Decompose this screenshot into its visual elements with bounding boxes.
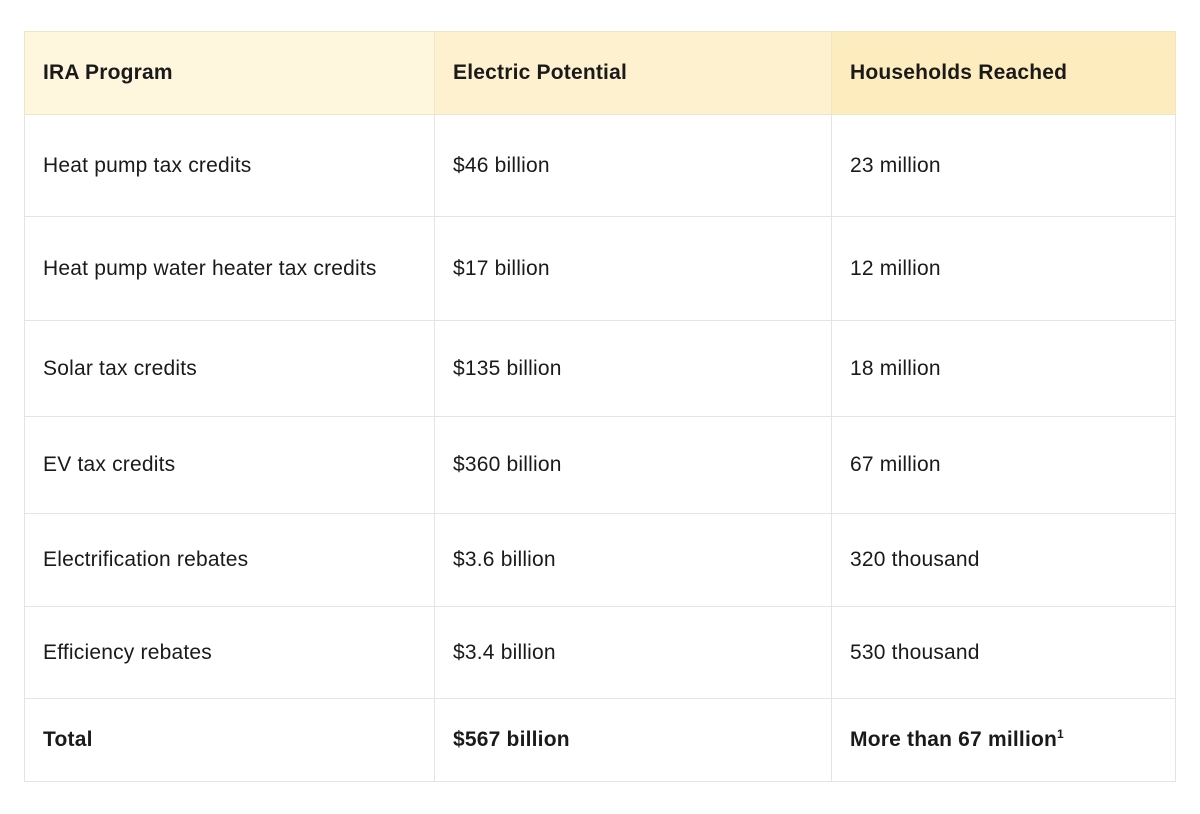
cell-electric-potential: $3.6 billion: [434, 513, 832, 607]
table-row: Electrification rebates $3.6 billion 320…: [24, 513, 1176, 607]
total-electric-potential: $567 billion: [434, 698, 832, 782]
cell-electric-potential: $360 billion: [434, 416, 832, 514]
table-row: Solar tax credits $135 billion 18 millio…: [24, 320, 1176, 417]
table-row: EV tax credits $360 billion 67 million: [24, 416, 1176, 514]
total-label: Total: [24, 698, 435, 782]
header-electric-potential: Electric Potential: [434, 31, 832, 115]
cell-program: Efficiency rebates: [24, 606, 435, 699]
cell-electric-potential: $46 billion: [434, 114, 832, 217]
cell-program: Solar tax credits: [24, 320, 435, 417]
ira-program-table-container: IRA Program Electric Potential Household…: [24, 31, 1176, 782]
header-ira-program: IRA Program: [24, 31, 435, 115]
table-header-row: IRA Program Electric Potential Household…: [24, 31, 1176, 115]
cell-electric-potential: $135 billion: [434, 320, 832, 417]
cell-households-reached: 12 million: [831, 216, 1176, 321]
cell-program: Heat pump water heater tax credits: [24, 216, 435, 321]
cell-households-reached: 18 million: [831, 320, 1176, 417]
cell-electric-potential: $3.4 billion: [434, 606, 832, 699]
header-households-reached: Households Reached: [831, 31, 1176, 115]
table-row: Efficiency rebates $3.4 billion 530 thou…: [24, 606, 1176, 699]
cell-households-reached: 320 thousand: [831, 513, 1176, 607]
ira-program-table: IRA Program Electric Potential Household…: [24, 31, 1176, 782]
total-households-reached: More than 67 million: [850, 728, 1058, 751]
total-households-cell: More than 67 million1: [831, 698, 1176, 782]
cell-households-reached: 67 million: [831, 416, 1176, 514]
cell-households-reached: 530 thousand: [831, 606, 1176, 699]
cell-program: EV tax credits: [24, 416, 435, 514]
cell-electric-potential: $17 billion: [434, 216, 832, 321]
table-row: Heat pump water heater tax credits $17 b…: [24, 216, 1176, 321]
table-total-row: Total $567 billion More than 67 million1: [24, 698, 1176, 782]
cell-program: Heat pump tax credits: [24, 114, 435, 217]
cell-households-reached: 23 million: [831, 114, 1176, 217]
table-row: Heat pump tax credits $46 billion 23 mil…: [24, 114, 1176, 217]
footnote-marker: 1: [1057, 727, 1064, 741]
cell-program: Electrification rebates: [24, 513, 435, 607]
